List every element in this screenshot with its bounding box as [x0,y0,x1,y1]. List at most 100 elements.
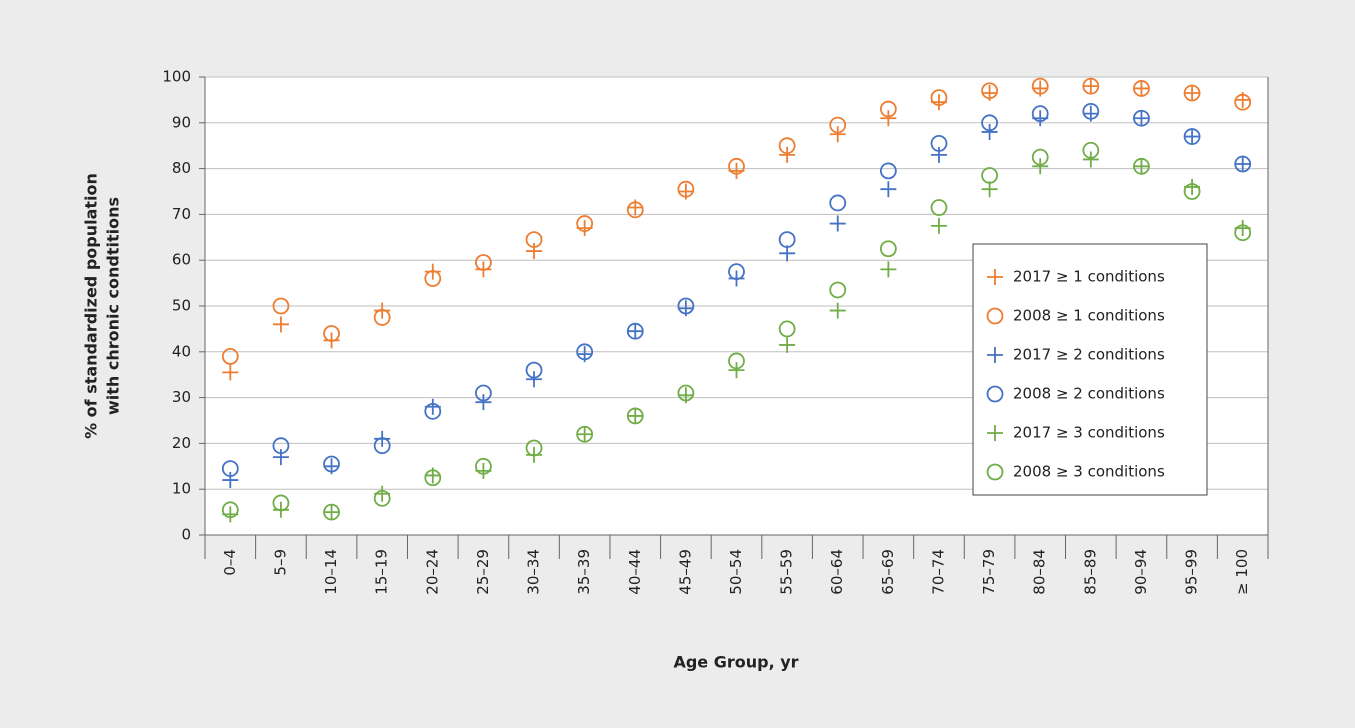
legend-marker [986,307,1004,325]
circle-point [475,384,492,402]
plus-point [930,146,947,163]
plus-point [1032,158,1049,175]
plus-point [981,181,998,198]
circle-point [728,352,745,370]
x-tick-label: 15–19 [373,549,391,595]
circle-point [981,167,998,184]
circle-point [879,240,897,258]
legend-label: 2008 ≥ 2 conditions [1013,385,1165,403]
circle-point [626,407,644,425]
plus-point [272,449,289,466]
plus-point [779,146,796,163]
circle-point [728,263,745,281]
plus-point [526,371,543,388]
circle-point [981,114,998,132]
circle-point [1133,109,1150,127]
circle-point [1082,102,1100,120]
x-tick-label: 85–89 [1081,549,1099,595]
circle-point [424,402,442,420]
x-tick-label: ≥ 100 [1233,549,1251,595]
circle-point [829,281,847,299]
legend-label: 2008 ≥ 3 conditions [1013,463,1165,481]
circle-point [930,135,948,152]
circle-point [1234,93,1252,111]
plus-point [880,110,897,127]
y-tick-label: 100 [162,68,191,86]
plus-point [829,215,846,232]
circle-point [677,384,695,402]
circle-point [525,361,543,379]
plus-point [880,261,897,278]
x-tick-label: 10–14 [322,549,340,595]
x-tick-label: 80–84 [1031,549,1049,595]
circle-point [525,439,543,457]
circle-point [778,320,796,338]
y-tick-label: 90 [172,113,191,131]
circle-point [1031,77,1049,95]
circle-point [1183,84,1201,102]
y-axis-title-line: with chronic condtitions [104,197,123,415]
circle-point [981,82,998,100]
plus-point [526,243,543,260]
plus-point [1184,85,1201,102]
plus-point [627,407,644,424]
circle-point [728,157,745,175]
circle-point [829,194,847,212]
x-tick-label: 45–49 [676,549,694,595]
legend-label: 2017 ≥ 2 conditions [1013,346,1165,364]
legend-marker [987,425,1003,441]
y-tick-label: 80 [172,159,191,177]
circle-point [221,501,239,519]
plus-point [1082,151,1099,168]
legend-marker [986,463,1004,481]
circle-point [879,100,897,118]
circle-point [576,425,594,443]
circle-point [930,89,948,107]
legend-box [972,243,1208,496]
circle-point [525,231,543,248]
legend-marker [986,385,1004,403]
legend-label: 2017 ≥ 3 conditions [1013,424,1165,442]
circle-point [323,455,340,473]
circle-point [1082,77,1100,95]
circle-point [1031,105,1049,123]
x-tick-label: 5–9 [271,549,289,576]
circle-point [677,297,695,315]
legend-label: 2017 ≥ 1 conditions [1013,268,1165,286]
legend-marker [987,269,1003,285]
circle-point [221,347,239,365]
plus-point [728,362,745,379]
plus-point [829,302,846,319]
circle-point [1133,80,1150,97]
circle-point [930,199,948,216]
legend-label: 2008 ≥ 1 conditions [1013,307,1165,325]
circle-point [1234,155,1252,173]
plus-point [930,217,947,234]
x-tick-label: 25–29 [474,549,492,595]
plus-point [475,394,492,411]
circle-point [373,309,391,326]
circle-point [778,231,796,248]
x-tick-label: 70–74 [929,549,947,595]
y-axis-title-line: % of standardized population [82,173,101,439]
circle-point [1031,148,1049,166]
plus-point [829,126,846,143]
circle-point [778,137,796,155]
plus-point [627,323,644,340]
circle-point [1234,224,1252,242]
x-axis-title: Age Group, yr [673,653,798,672]
circle-point [879,162,897,180]
y-tick-label: 50 [172,297,191,315]
plus-point [779,336,796,353]
circle-point [626,201,644,219]
y-tick-label: 0 [181,526,191,544]
plus-point [1133,110,1150,127]
legend-marker [987,347,1003,363]
circle-point [373,489,391,507]
y-tick-label: 30 [172,388,191,406]
plus-point [576,426,593,443]
plus-point [779,245,796,262]
x-tick-label: 90–94 [1132,549,1150,595]
plus-point [272,316,289,333]
